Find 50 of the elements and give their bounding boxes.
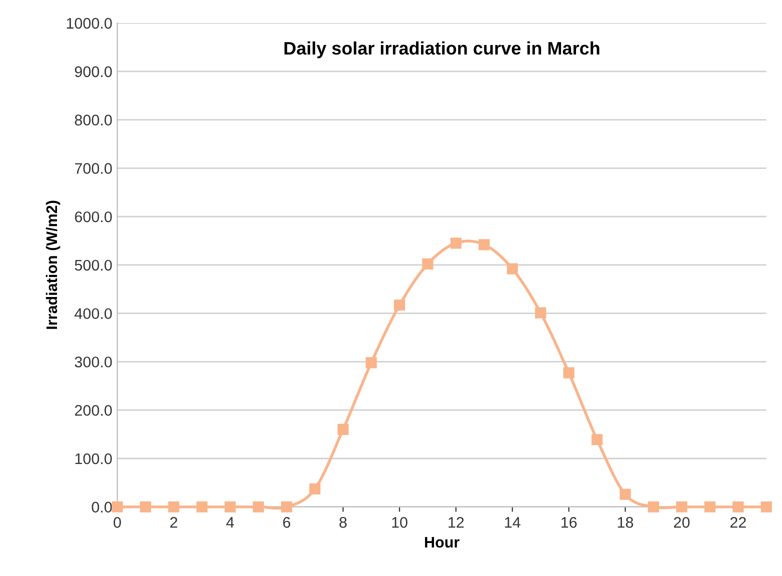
- point: [309, 483, 320, 495]
- point: [394, 300, 406, 311]
- y-tick-label: 700.0: [74, 163, 112, 174]
- x-axis-title: Hour: [425, 536, 460, 548]
- y-tick-label: 300.0: [74, 356, 112, 368]
- y-tick-label: 500.0: [74, 260, 112, 271]
- point: [366, 357, 377, 368]
- point: [620, 488, 631, 500]
- x-tick-label: 20: [674, 517, 690, 528]
- y-tick-label: 1000.0: [66, 18, 112, 29]
- point: [281, 501, 292, 512]
- point: [535, 307, 546, 318]
- point: [338, 424, 349, 436]
- x-tick-label: 10: [392, 517, 408, 528]
- point: [450, 238, 462, 249]
- point: [591, 434, 603, 446]
- x-tick-label: 8: [339, 517, 347, 528]
- point: [422, 258, 434, 270]
- y-tick-label: 400.0: [74, 308, 112, 320]
- x-tick-label: 14: [505, 517, 520, 528]
- y-tick-label: 100.0: [75, 453, 112, 464]
- point: [676, 501, 688, 512]
- point: [112, 501, 123, 512]
- point: [140, 501, 152, 512]
- point: [760, 501, 772, 512]
- x-tick-label: 12: [448, 517, 464, 528]
- point: [224, 501, 236, 512]
- x-tick-label: 6: [283, 517, 290, 528]
- y-axis-title: Irradiation (W/m2): [46, 200, 60, 329]
- x-tick-label: 18: [618, 517, 634, 528]
- point: [506, 263, 518, 274]
- point: [704, 501, 716, 512]
- y-tick-label: 600.0: [74, 211, 112, 222]
- x-tick-label: 16: [561, 517, 577, 528]
- point: [732, 501, 744, 512]
- x-tick-label: 0: [114, 517, 121, 528]
- point: [252, 501, 264, 512]
- y-tick-label: 200.0: [74, 404, 112, 416]
- x-tick-label: 22: [730, 517, 746, 528]
- text: Daily solar irradiation curve in March: [284, 41, 600, 58]
- point: [478, 239, 490, 250]
- y-tick-label: 0.0: [92, 502, 112, 513]
- point: [196, 501, 208, 512]
- point: [168, 501, 180, 512]
- y-tick-label: 900.0: [74, 66, 112, 78]
- point: [563, 367, 574, 378]
- x-tick-label: 4: [226, 517, 234, 528]
- point: [648, 501, 660, 512]
- x-tick-label: 2: [170, 517, 178, 528]
- y-tick-label: 800.0: [74, 114, 112, 126]
